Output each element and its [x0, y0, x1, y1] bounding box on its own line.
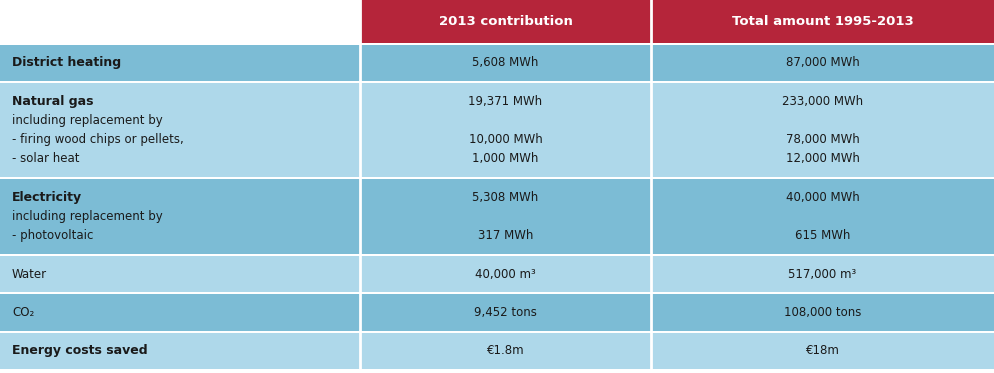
Bar [651, 0, 994, 43]
Text: 317 MWh: 317 MWh [478, 229, 533, 242]
Text: Energy costs saved: Energy costs saved [12, 344, 147, 357]
Bar [360, 83, 651, 177]
Bar [0, 179, 360, 254]
Bar [651, 333, 994, 369]
Text: 108,000 tons: 108,000 tons [784, 306, 861, 319]
Bar [651, 179, 994, 254]
Text: Electricity: Electricity [12, 191, 83, 204]
Text: including replacement by: including replacement by [12, 210, 163, 223]
Text: 10,000 MWh: 10,000 MWh [468, 133, 543, 146]
Text: 517,000 m³: 517,000 m³ [788, 267, 857, 280]
Bar [360, 179, 651, 254]
Bar [0, 177, 994, 179]
Text: 5,608 MWh: 5,608 MWh [472, 56, 539, 69]
Text: 87,000 MWh: 87,000 MWh [785, 56, 860, 69]
Text: 40,000 MWh: 40,000 MWh [785, 191, 860, 204]
Text: 2013 contribution: 2013 contribution [438, 15, 573, 28]
Bar [360, 0, 651, 43]
Text: €18m: €18m [805, 344, 840, 357]
Text: Total amount 1995-2013: Total amount 1995-2013 [732, 15, 913, 28]
Bar [0, 333, 360, 369]
Text: District heating: District heating [12, 56, 121, 69]
Bar [0, 43, 994, 45]
Bar [0, 83, 360, 177]
Text: 5,308 MWh: 5,308 MWh [472, 191, 539, 204]
Text: - firing wood chips or pellets,: - firing wood chips or pellets, [12, 133, 184, 146]
Bar [0, 45, 360, 81]
Text: including replacement by: including replacement by [12, 114, 163, 127]
Bar [651, 45, 994, 81]
Text: 12,000 MWh: 12,000 MWh [785, 153, 860, 165]
Bar [360, 45, 651, 81]
Text: 78,000 MWh: 78,000 MWh [785, 133, 860, 146]
Text: 1,000 MWh: 1,000 MWh [472, 153, 539, 165]
Text: - photovoltaic: - photovoltaic [12, 229, 93, 242]
Text: Water: Water [12, 267, 47, 280]
Bar [0, 0, 360, 43]
Text: - solar heat: - solar heat [12, 153, 80, 165]
Text: €1.8m: €1.8m [487, 344, 524, 357]
Bar [0, 81, 994, 83]
Bar [651, 83, 994, 177]
Bar [360, 256, 651, 292]
Bar [360, 294, 651, 330]
Bar [0, 256, 360, 292]
Text: Natural gas: Natural gas [12, 95, 93, 108]
Text: 40,000 m³: 40,000 m³ [475, 267, 536, 280]
Bar [0, 294, 360, 330]
Bar [360, 333, 651, 369]
Text: 615 MWh: 615 MWh [795, 229, 850, 242]
Bar [0, 330, 994, 333]
Bar [651, 294, 994, 330]
Text: 233,000 MWh: 233,000 MWh [782, 95, 863, 108]
Bar [0, 292, 994, 294]
Bar [651, 256, 994, 292]
Bar [0, 254, 994, 256]
Text: CO₂: CO₂ [12, 306, 34, 319]
Text: 19,371 MWh: 19,371 MWh [468, 95, 543, 108]
Text: 9,452 tons: 9,452 tons [474, 306, 537, 319]
